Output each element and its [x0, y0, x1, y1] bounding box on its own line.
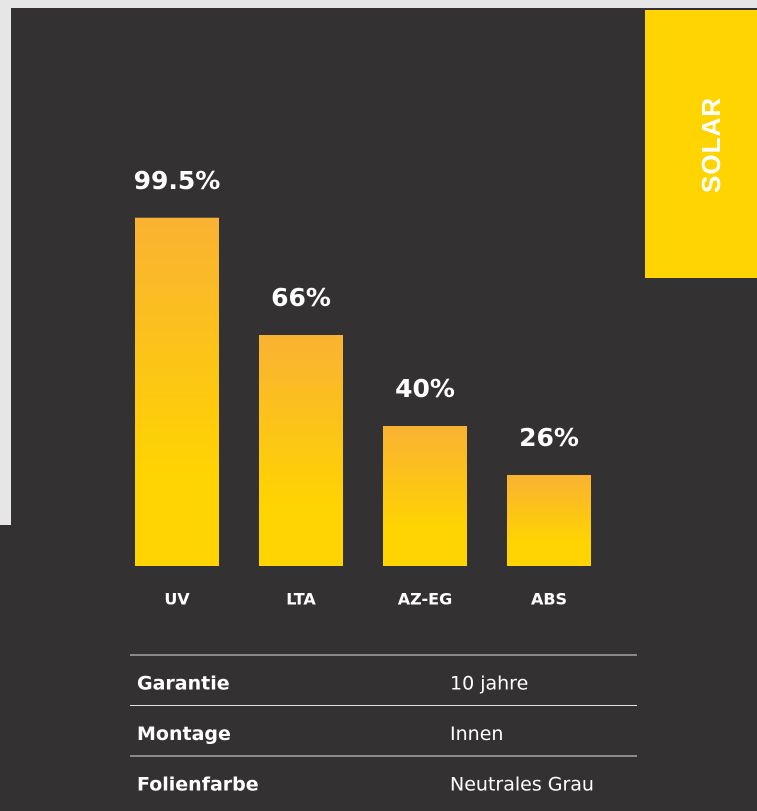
category-label: AZ-EG — [398, 590, 452, 609]
badge-text: SOLAR — [696, 97, 726, 193]
left-strip — [0, 8, 11, 525]
bar-chart: 99.5% UV 66% LTA 40% AZ-EG 26% ABS — [134, 166, 591, 609]
value-label: 26% — [519, 423, 579, 452]
bar — [383, 426, 467, 566]
spec-table: Garantie 10 jahre Montage Innen Folienfarbe N… — [130, 654, 637, 796]
top-strip — [0, 0, 757, 8]
badge-tab — [645, 10, 757, 278]
category-label: UV — [164, 590, 190, 609]
row-value: Neutrales Grau — [450, 774, 594, 796]
value-label: 40% — [395, 374, 455, 403]
value-label: 99.5% — [134, 166, 221, 195]
row-label: Montage — [137, 723, 231, 745]
value-label: 66% — [271, 283, 331, 312]
row-label: Folienfarbe — [137, 774, 259, 796]
bar — [135, 217, 219, 566]
category-label: LTA — [286, 590, 316, 609]
bar — [507, 475, 591, 566]
category-label: ABS — [531, 590, 567, 609]
row-value: Innen — [450, 723, 503, 745]
row-label: Garantie — [137, 673, 230, 695]
row-value: 10 jahre — [450, 673, 528, 695]
bar — [259, 335, 343, 566]
